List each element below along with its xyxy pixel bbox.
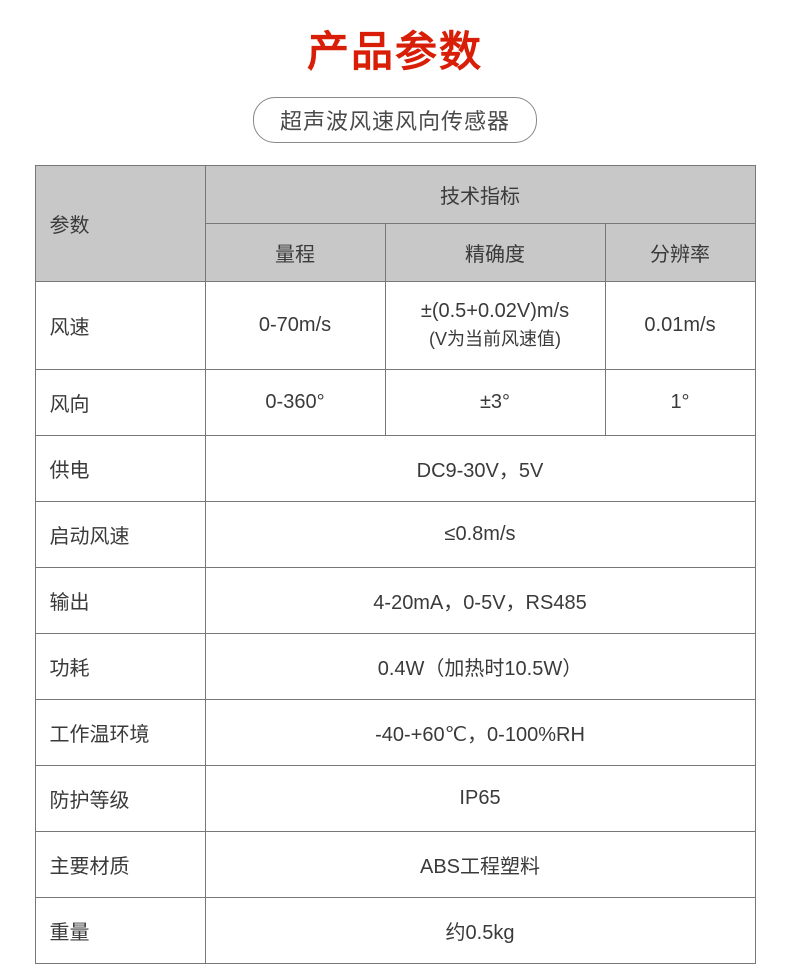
spec-table: 参数 技术指标 量程 精确度 分辨率 风速 0-70m/s ±(0.5+0.02…: [35, 165, 756, 964]
cell-value: 约0.5kg: [205, 898, 755, 964]
row-temp-env: 工作温环境 -40-+60℃，0-100%RH: [35, 700, 755, 766]
cell-accuracy: ±3°: [385, 370, 605, 436]
cell-value: 0.4W（加热时10.5W）: [205, 634, 755, 700]
cell-label: 功耗: [35, 634, 205, 700]
cell-label: 输出: [35, 568, 205, 634]
header-param: 参数: [35, 166, 205, 282]
cell-value: IP65: [205, 766, 755, 832]
header-row-1: 参数 技术指标: [35, 166, 755, 224]
cell-value: ABS工程塑料: [205, 832, 755, 898]
cell-label: 风速: [35, 282, 205, 370]
cell-label: 重量: [35, 898, 205, 964]
cell-value: DC9-30V，5V: [205, 436, 755, 502]
row-wind-speed: 风速 0-70m/s ±(0.5+0.02V)m/s (V为当前风速值) 0.0…: [35, 282, 755, 370]
row-protection: 防护等级 IP65: [35, 766, 755, 832]
page-title: 产品参数: [0, 18, 790, 79]
row-output: 输出 4-20mA，0-5V，RS485: [35, 568, 755, 634]
cell-accuracy: ±(0.5+0.02V)m/s (V为当前风速值): [385, 282, 605, 370]
subtitle-wrap: 超声波风速风向传感器: [0, 97, 790, 143]
cell-range: 0-70m/s: [205, 282, 385, 370]
row-start-wind: 启动风速 ≤0.8m/s: [35, 502, 755, 568]
row-consumption: 功耗 0.4W（加热时10.5W）: [35, 634, 755, 700]
cell-value: 4-20mA，0-5V，RS485: [205, 568, 755, 634]
row-weight: 重量 约0.5kg: [35, 898, 755, 964]
product-subtitle: 超声波风速风向传感器: [253, 97, 537, 143]
accuracy-main: ±(0.5+0.02V)m/s: [421, 300, 569, 322]
row-power: 供电 DC9-30V，5V: [35, 436, 755, 502]
cell-value: ≤0.8m/s: [205, 502, 755, 568]
cell-label: 主要材质: [35, 832, 205, 898]
header-range: 量程: [205, 224, 385, 282]
row-material: 主要材质 ABS工程塑料: [35, 832, 755, 898]
cell-label: 启动风速: [35, 502, 205, 568]
cell-resolution: 0.01m/s: [605, 282, 755, 370]
cell-label: 风向: [35, 370, 205, 436]
cell-label: 供电: [35, 436, 205, 502]
header-tech: 技术指标: [205, 166, 755, 224]
cell-label: 防护等级: [35, 766, 205, 832]
header-accuracy: 精确度: [385, 224, 605, 282]
cell-range: 0-360°: [205, 370, 385, 436]
header-resolution: 分辨率: [605, 224, 755, 282]
cell-resolution: 1°: [605, 370, 755, 436]
row-wind-dir: 风向 0-360° ±3° 1°: [35, 370, 755, 436]
cell-value: -40-+60℃，0-100%RH: [205, 700, 755, 766]
accuracy-sub: (V为当前风速值): [398, 325, 593, 351]
cell-label: 工作温环境: [35, 700, 205, 766]
